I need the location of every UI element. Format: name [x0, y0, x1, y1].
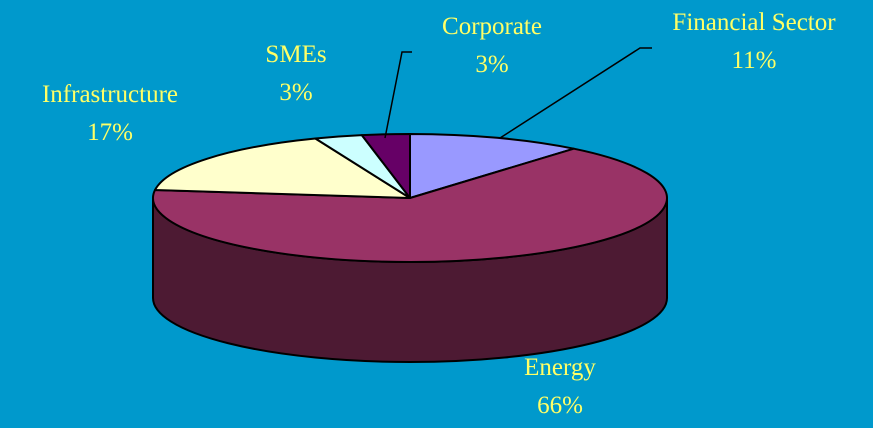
- slice-percent: 11%: [731, 47, 777, 74]
- leader-line-financial-sector: [499, 47, 652, 139]
- label-leader-lines: [384, 47, 652, 139]
- pie-tops: [152, 133, 668, 263]
- pie-slice-financial-sector: [409, 133, 575, 199]
- slice-label-energy: Energy 66%: [524, 349, 596, 425]
- slice-label-infrastructure: Infrastructure 17%: [42, 76, 178, 152]
- slice-name: Corporate: [442, 13, 542, 40]
- slice-percent: 66%: [537, 392, 583, 419]
- slice-label-corporate: Corporate 3%: [442, 8, 542, 84]
- leader-line-corporate: [384, 51, 412, 139]
- slice-label-financial-sector: Financial Sector 11%: [672, 4, 835, 80]
- slice-name: Infrastructure: [41, 81, 179, 108]
- pie-slice-infrastructure: [154, 137, 411, 199]
- slice-label-smes: SMEs 3%: [265, 36, 326, 112]
- slice-percent: 3%: [279, 79, 313, 106]
- slice-name: Financial Sector: [672, 9, 836, 36]
- slice-percent: 3%: [475, 51, 509, 78]
- slice-name: Energy: [524, 354, 596, 381]
- pie-slice-energy: [152, 147, 668, 263]
- slice-name: SMEs: [265, 41, 327, 68]
- slice-percent: 17%: [87, 119, 133, 146]
